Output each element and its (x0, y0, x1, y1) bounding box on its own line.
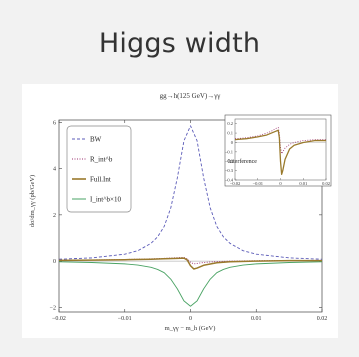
inset-x-tick-label: −0.02 (230, 181, 240, 186)
inset-y-tick-label: −0.1 (225, 149, 233, 154)
inset-x-tick-label: 0.01 (299, 181, 307, 186)
legend-label-1: R_int^b (90, 156, 113, 164)
y-tick-label: −2 (50, 305, 56, 311)
higgs-width-chart: gg→h(125 GeV)→γγ dσ/dm_γγ (pb/GeV) m_γγ … (29, 92, 332, 332)
inset-y-tick-label: −0.4 (225, 178, 234, 183)
y-tick-label: 0 (53, 259, 56, 265)
y-axis-label: dσ/dm_γγ (pb/GeV) (29, 175, 36, 227)
legend-box (66, 125, 132, 213)
x-tick-label: −0.01 (118, 316, 132, 322)
legend: BW R_int^b Full.Int I_int^b×10 (66, 125, 132, 213)
series-line-3 (58, 261, 323, 307)
inset-label: Interference (228, 158, 257, 165)
inset-y-tick-label: −0.2 (225, 159, 233, 164)
x-tick-label: 0.02 (317, 316, 328, 322)
inset-frame (224, 114, 332, 187)
inset-series-line-1 (234, 129, 326, 176)
series-line-0 (58, 125, 323, 260)
y-tick-label: 4 (53, 167, 56, 173)
interference-inset: Interference 0.20.10−0.1−0.2−0.3−0.4−0.0… (224, 114, 332, 187)
inset-x-tick-label: 0 (279, 181, 282, 186)
x-tick-label: −0.02 (52, 316, 66, 322)
inset-y-tick-label: 0.1 (227, 131, 233, 136)
inset-y-tick-label: 0 (231, 140, 234, 145)
y-tick-label: 2 (53, 213, 56, 219)
x-tick-label: 0.01 (251, 316, 262, 322)
x-axis-label: m_γγ − m_h (GeV) (165, 325, 216, 332)
inset-y-tick-label: 0.2 (227, 121, 233, 126)
inset-series-line-0 (234, 127, 326, 155)
legend-label-3: I_int^b×10 (90, 196, 121, 204)
legend-label-2: Full.Int (90, 176, 111, 184)
chart-card: gg→h(125 GeV)→γγ dσ/dm_γγ (pb/GeV) m_γγ … (22, 84, 338, 338)
inset-y-tick-label: −0.3 (225, 168, 234, 173)
legend-label-0: BW (90, 136, 102, 144)
slide-title: Higgs width (98, 28, 261, 59)
inset-x-tick-label: 0.02 (322, 181, 330, 186)
series-line-2 (58, 257, 322, 270)
x-tick-label: 0 (189, 316, 192, 322)
y-tick-label: 6 (53, 120, 56, 126)
chart-title: gg→h(125 GeV)→γγ (160, 92, 221, 100)
inset-x-tick-label: −0.01 (253, 181, 263, 186)
